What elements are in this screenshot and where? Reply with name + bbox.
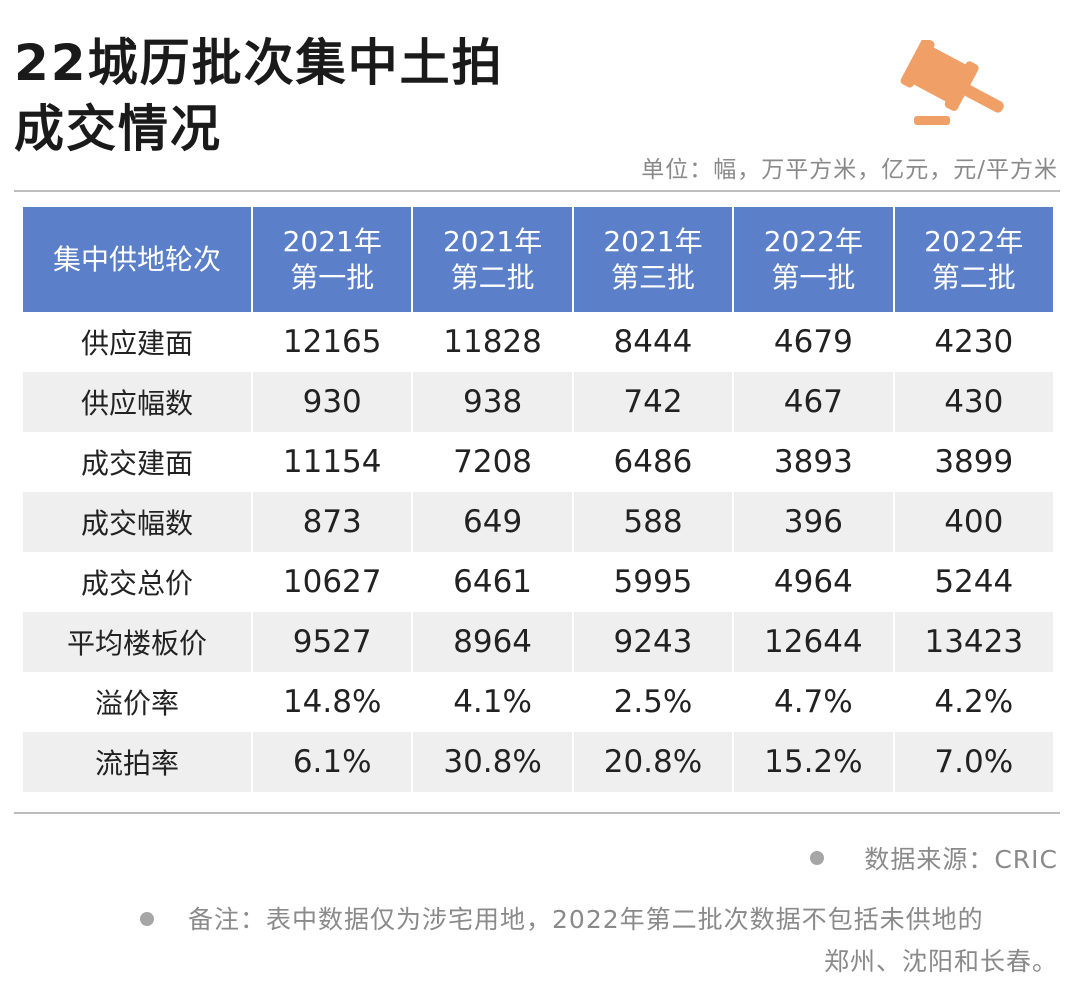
table-cell: 3893 (773, 444, 853, 480)
column-year: 2022年 (763, 224, 863, 258)
table-cell: 5995 (613, 564, 693, 600)
column-batch: 第一批 (290, 260, 375, 294)
table-cell: 938 (413, 372, 572, 432)
column-year: 2021年 (282, 224, 382, 258)
footnote-line-1: 备注：表中数据仅为涉宅用地，2022年第二批次数据不包括未供地的 (188, 905, 984, 934)
bullet-icon (810, 851, 825, 865)
row-label: 供应建面 (80, 327, 193, 360)
table-row: 成交总价 10627 6461 5995 4964 5244 (23, 552, 1053, 612)
column-header: 2021年 第三批 (573, 207, 733, 312)
row-label: 溢价率 (94, 687, 179, 720)
gavel-icon (900, 40, 1004, 125)
bullet-icon (140, 912, 154, 926)
table-cell: 10627 (282, 564, 382, 600)
table-row: 溢价率 14.8% 4.1% 2.5% 4.7% 4.2% (23, 672, 1053, 732)
table-cell: 4230 (934, 324, 1014, 360)
table-cell: 13423 (894, 612, 1053, 672)
table-row: 供应建面 12165 11828 8444 4679 4230 (23, 312, 1053, 372)
column-header: 2022年 第一批 (734, 207, 893, 312)
title-line-2: 成交情况 (14, 100, 222, 158)
table-cell: 9243 (573, 612, 733, 672)
table-cell: 11154 (282, 444, 382, 480)
table-cell: 742 (573, 372, 733, 432)
table-cell: 396 (734, 492, 893, 552)
table-cell: 3899 (934, 444, 1014, 480)
table-cell: 7208 (453, 444, 533, 480)
table-cell: 6.1% (253, 732, 412, 792)
column-header: 2021年 第二批 (413, 207, 572, 312)
table-cell: 4679 (773, 324, 853, 360)
table-cell: 8964 (413, 612, 572, 672)
row-label: 成交总价 (80, 567, 193, 600)
table-cell: 930 (253, 372, 412, 432)
table-cell: 4964 (773, 564, 853, 600)
column-year: 2022年 (924, 224, 1024, 258)
bottom-divider (14, 812, 1060, 814)
column-batch: 第三批 (610, 260, 695, 294)
table-cell: 7.0% (894, 732, 1053, 792)
table-cell: 5244 (934, 564, 1014, 600)
source-text: 数据来源：CRIC (864, 845, 1058, 874)
table-cell: 8444 (613, 324, 693, 360)
table-cell: 430 (894, 372, 1053, 432)
table-cell: 4.2% (934, 684, 1014, 720)
table-cell: 467 (734, 372, 893, 432)
row-label: 流拍率 (23, 732, 251, 792)
table-row: 成交建面 11154 7208 6486 3893 3899 (23, 432, 1053, 492)
column-header: 2022年 第二批 (894, 207, 1053, 312)
column-batch: 第一批 (771, 260, 856, 294)
table-cell: 400 (894, 492, 1053, 552)
table-cell: 4.7% (773, 684, 853, 720)
table-row: 平均楼板价 9527 8964 9243 12644 13423 (23, 612, 1053, 672)
table-row: 流拍率 6.1% 30.8% 20.8% 15.2% 7.0% (23, 732, 1053, 792)
row-label: 成交幅数 (23, 492, 251, 552)
column-batch: 第二批 (931, 260, 1016, 294)
title-line-1: 22城历批次集中土拍 (14, 34, 504, 92)
footnote-line-2: 郑州、沈阳和长春。 (823, 947, 1058, 976)
unit-label: 单位：幅，万平方米，亿元，元/平方米 (641, 157, 1058, 183)
table-cell: 12644 (734, 612, 893, 672)
column-year: 2021年 (603, 224, 703, 258)
row-header-label: 集中供地轮次 (23, 207, 251, 312)
top-divider (14, 190, 1060, 192)
table-cell: 6486 (613, 444, 693, 480)
table-cell: 14.8% (282, 684, 382, 720)
column-year: 2021年 (442, 224, 543, 258)
table-cell: 15.2% (734, 732, 893, 792)
table-cell: 12165 (282, 324, 382, 360)
row-label: 平均楼板价 (23, 612, 251, 672)
row-label: 成交建面 (80, 447, 193, 480)
table-cell: 4.1% (453, 684, 532, 720)
column-header: 2021年 第一批 (253, 207, 412, 312)
table-cell: 588 (573, 492, 733, 552)
table-cell: 30.8% (413, 732, 572, 792)
table-cell: 11828 (443, 324, 542, 360)
source-line: 数据来源：CRIC (810, 840, 1058, 876)
land-auction-table: 集中供地轮次 2021年 第一批 2021年 第二批 2021年 第三批 2022年第… (21, 207, 1055, 792)
table-cell: 873 (253, 492, 412, 552)
table-row: 成交幅数 873 649 588 396 400 (23, 492, 1053, 552)
table-cell: 9527 (253, 612, 412, 672)
table-row: 供应幅数 930 938 742 467 430 (23, 372, 1053, 432)
table-cell: 649 (413, 492, 572, 552)
table-cell: 6461 (453, 564, 533, 600)
table-header-row: 集中供地轮次 2021年 第一批 2021年 第二批 2021年 第三批 2022年第… (23, 207, 1053, 312)
table-cell: 20.8% (573, 732, 733, 792)
column-batch: 第二批 (450, 260, 535, 294)
row-label: 供应幅数 (23, 372, 251, 432)
table-cell: 2.5% (613, 684, 693, 720)
page-title: 22城历批次集中土拍 成交情况 (14, 30, 504, 162)
